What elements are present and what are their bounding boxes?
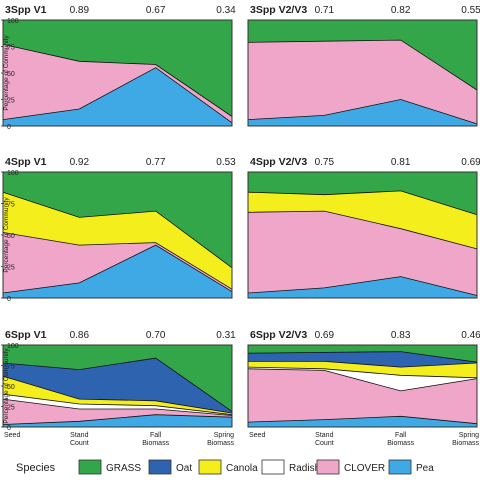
legend-swatch-pea — [389, 460, 411, 474]
legend-label: Oat — [176, 463, 192, 474]
panel-1: 3Spp V1 0.89 0.67 0.34 0 25 50 75 100 Percentage … — [1, 4, 236, 131]
x-tick-label: Fall Biomass — [142, 432, 169, 447]
annotation-value: 0.75 — [315, 157, 335, 168]
legend-label: CLOVER — [344, 463, 385, 474]
legend-swatch-oat — [149, 460, 171, 474]
legend-title: Species — [16, 462, 56, 474]
annotation-value: 0.69 — [315, 330, 335, 341]
panel-title: 4Spp V1 — [5, 156, 47, 168]
annotation-value: 0.71 — [315, 5, 335, 16]
x-tick-label: Seed — [249, 432, 265, 439]
annotation-value: 0.31 — [216, 330, 236, 341]
legend: Species GRASS Oat Canola Radish CLOVER Pea — [16, 460, 434, 474]
y-tick-label: 0 — [7, 296, 11, 303]
x-tick-label: Stand Count — [315, 432, 334, 447]
panel-3: 4Spp V1 0.92 0.77 0.53 0 25 50 75 100 Percentage … — [1, 156, 236, 303]
legend-swatch-grass — [79, 460, 101, 474]
annotation-value: 0.82 — [391, 5, 411, 16]
annotation-value: 0.69 — [461, 157, 480, 168]
annotation-value: 0.81 — [391, 157, 411, 168]
panel-6: 6Spp V2/V3 0.69 0.83 0.46 — [248, 329, 480, 427]
y-tick-label: 0 — [7, 425, 11, 432]
panel-title: 3Spp V1 — [5, 4, 47, 16]
annotation-value: 0.46 — [461, 330, 480, 341]
legend-label: Radish — [289, 463, 320, 474]
x-tick-label: Spring Biomass — [452, 432, 479, 447]
x-tick-label: Stand Count — [70, 432, 89, 447]
legend-label: GRASS — [106, 463, 141, 474]
legend-swatch-clover — [317, 460, 339, 474]
panel-4: 4Spp V2/V3 0.75 0.81 0.69 — [248, 156, 480, 298]
annotation-value: 0.70 — [146, 330, 166, 341]
legend-swatch-radish — [262, 460, 284, 474]
panel-title: 4Spp V2/V3 — [250, 156, 307, 168]
panel-title: 3Spp V2/V3 — [250, 4, 307, 16]
annotation-value: 0.53 — [216, 157, 236, 168]
annotation-value: 0.34 — [216, 5, 236, 16]
panel-2: 3Spp V2/V3 0.71 0.82 0.55 — [248, 4, 480, 126]
legend-label: Pea — [416, 463, 434, 474]
annotation-value: 0.86 — [70, 330, 90, 341]
x-tick-label: Spring Biomass — [207, 432, 234, 447]
y-tick-label: 100 — [7, 18, 19, 25]
annotation-value: 0.77 — [146, 157, 166, 168]
panel-title: 6Spp V1 — [5, 329, 47, 341]
y-axis-label: Percentage of Community — [3, 35, 10, 111]
legend-swatch-canola — [199, 460, 221, 474]
annotation-value: 0.55 — [461, 5, 480, 16]
y-axis-label: Percentage of Community — [3, 197, 10, 273]
y-tick-label: 100 — [7, 170, 19, 177]
annotation-value: 0.83 — [391, 330, 411, 341]
annotation-value: 0.89 — [70, 5, 90, 16]
panel-title: 6Spp V2/V3 — [250, 329, 307, 341]
x-tick-label: Fall Biomass — [387, 432, 414, 447]
x-tick-label: Seed — [4, 432, 20, 439]
annotation-value: 0.92 — [70, 157, 90, 168]
annotation-value: 0.67 — [146, 5, 166, 16]
legend-label: Canola — [226, 463, 258, 474]
panel-5: 6Spp V1 0.86 0.70 0.31 0 25 50 75 100Percentage … — [1, 329, 236, 432]
y-tick-label: 0 — [7, 124, 11, 131]
y-axis-label: Percentage of Community — [3, 348, 10, 424]
